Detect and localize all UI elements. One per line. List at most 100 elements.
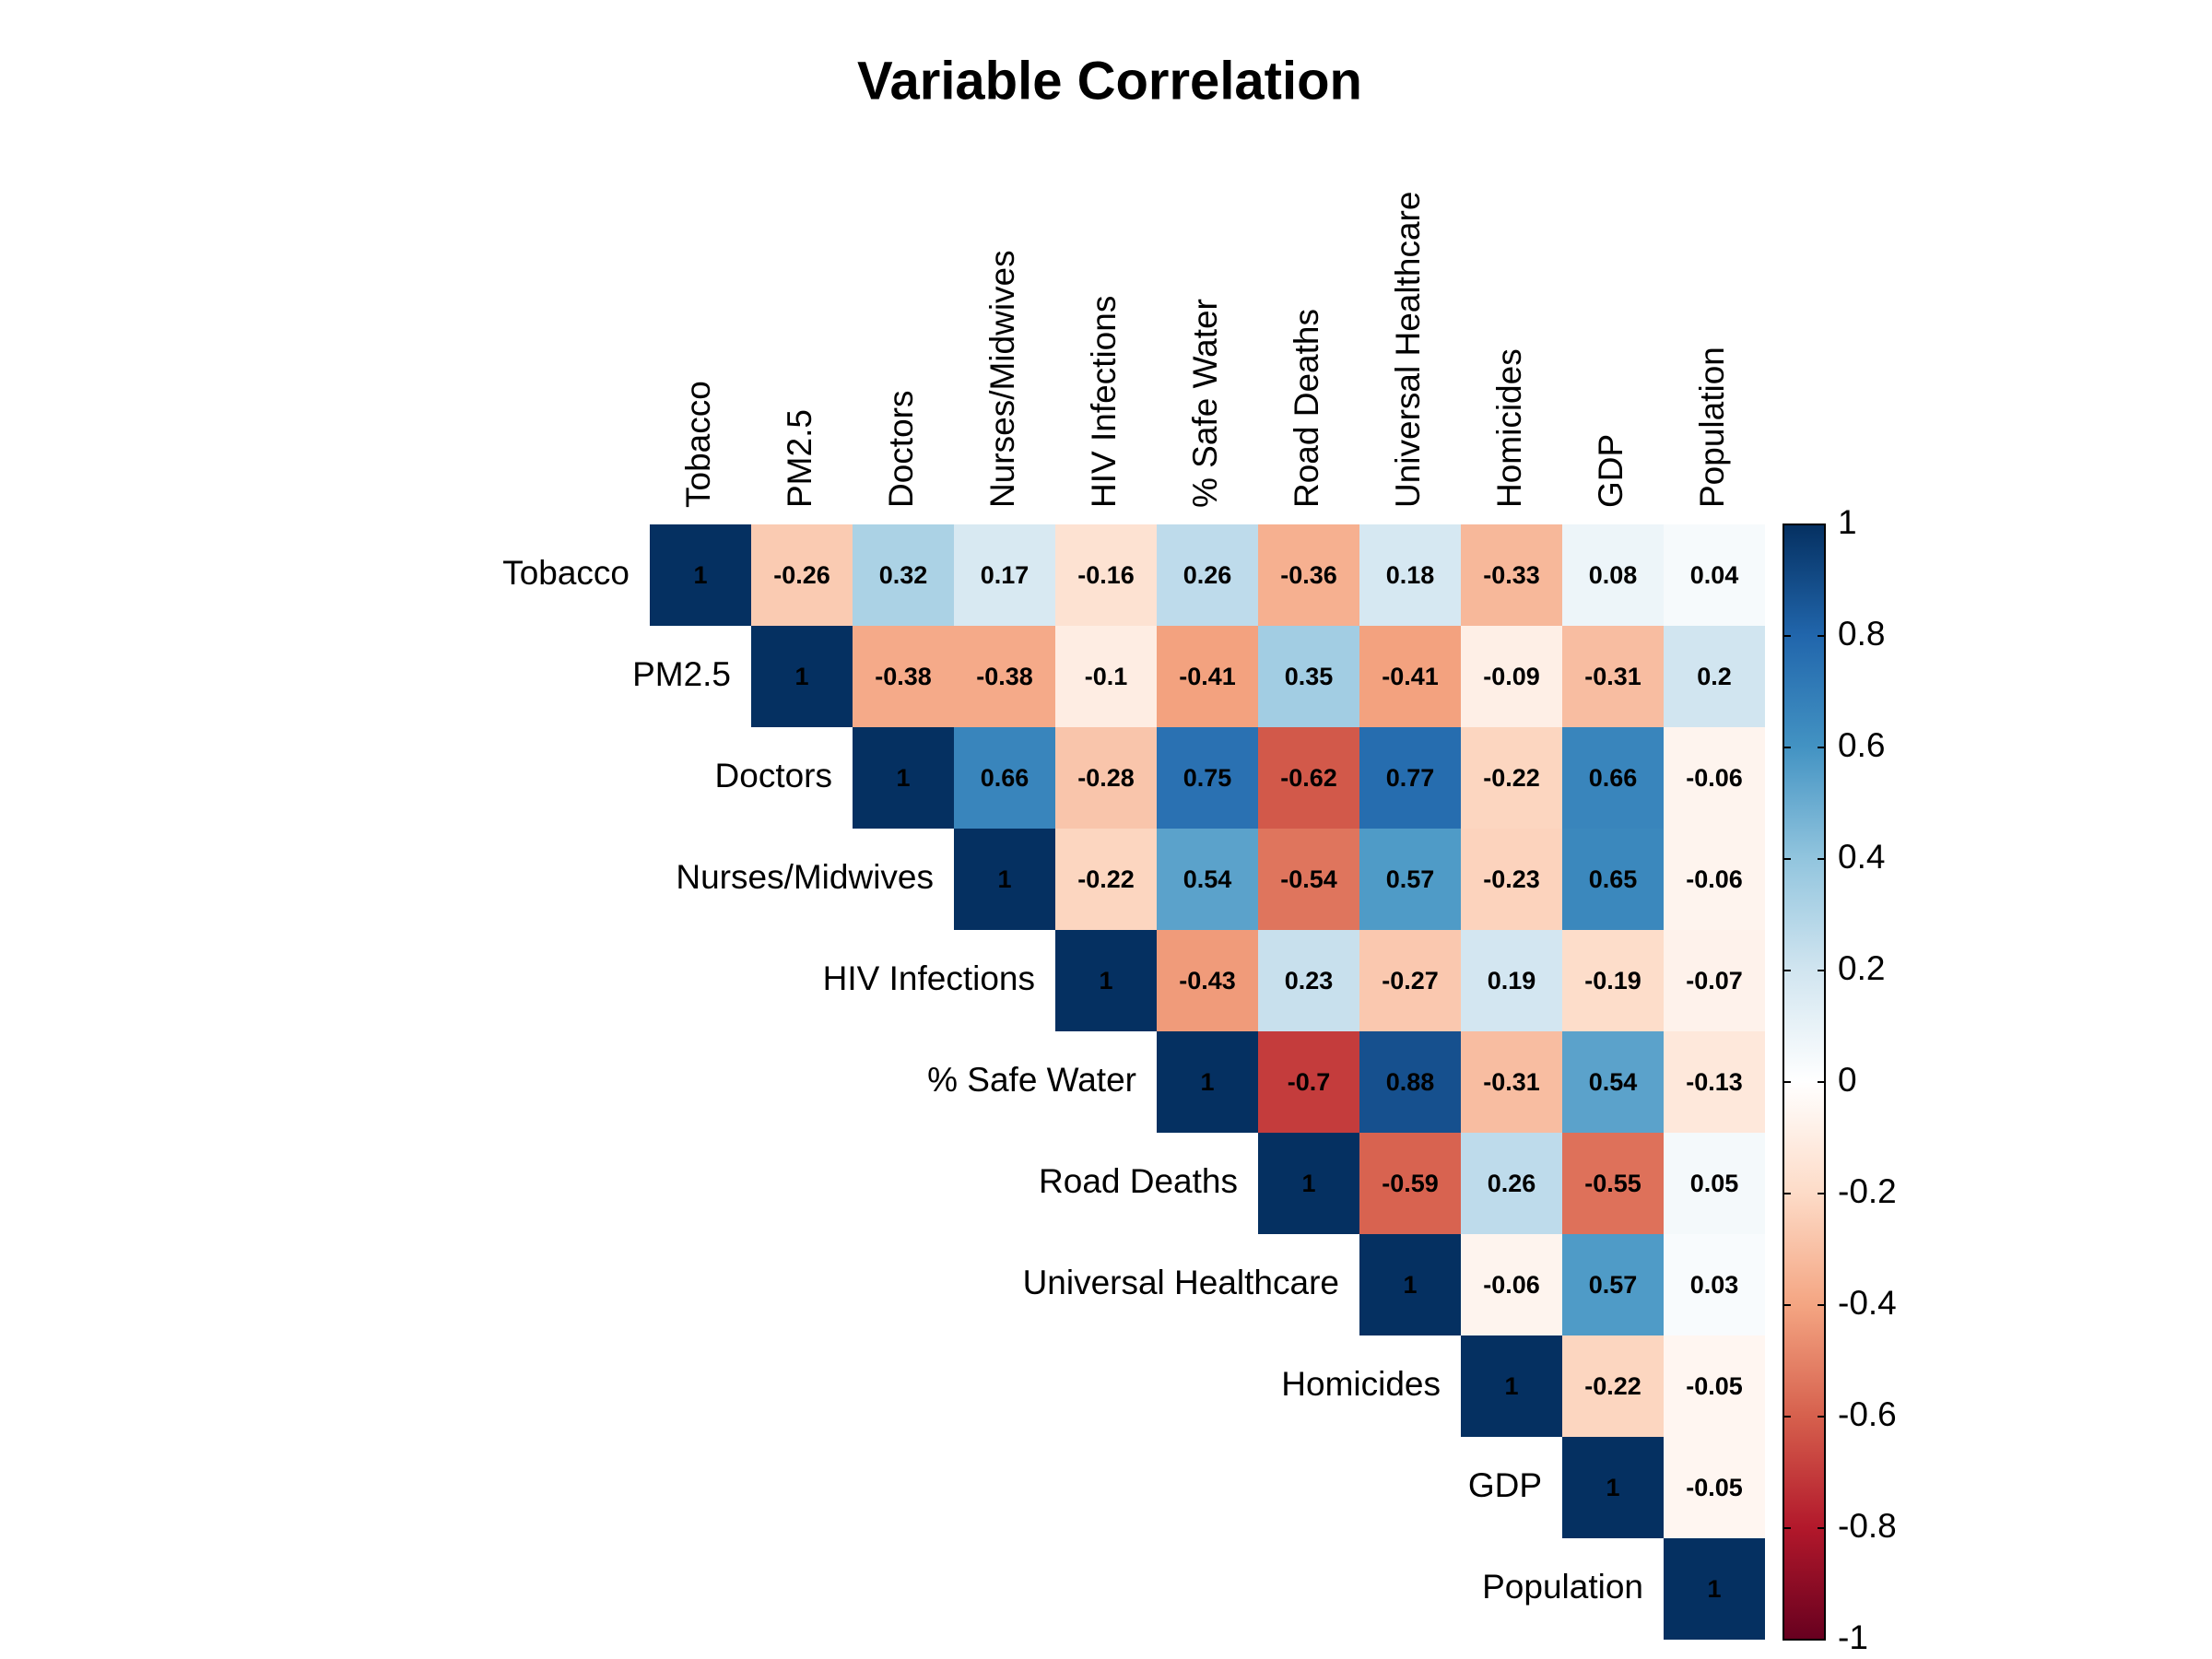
cell-label: 0.66 (1589, 764, 1638, 792)
cell (1461, 1335, 1562, 1437)
row-label: Universal Healthcare (1023, 1264, 1339, 1301)
cell (1461, 829, 1562, 930)
row-label: PM2.5 (632, 655, 731, 693)
cell (1258, 727, 1359, 829)
cell (1664, 1133, 1765, 1234)
cell-label: 0.88 (1386, 1068, 1435, 1096)
cell-label: -0.62 (1280, 764, 1337, 792)
cell (1359, 524, 1461, 626)
colorbar-tick-label: 1 (1838, 503, 1857, 541)
cell-label: 1 (896, 764, 910, 792)
cell-label: 0.26 (1183, 561, 1232, 589)
cell-label: 0.75 (1183, 764, 1232, 792)
cell-label: -0.06 (1483, 1271, 1540, 1299)
cell-label: 1 (1301, 1170, 1315, 1197)
cell-label: -0.41 (1382, 663, 1439, 690)
cell (1664, 1031, 1765, 1133)
cell-label: -0.55 (1584, 1170, 1641, 1197)
row-label: Population (1482, 1568, 1643, 1606)
cell-label: 0.77 (1386, 764, 1435, 792)
cell-label: -0.05 (1686, 1474, 1743, 1501)
cell (1157, 829, 1258, 930)
column-label: Homicides (1490, 348, 1528, 508)
cell-label: -0.43 (1179, 967, 1236, 994)
column-label: Road Deaths (1288, 309, 1325, 508)
cell-label: 1 (1403, 1271, 1417, 1299)
colorbar-tick-label: 0.8 (1838, 615, 1885, 653)
cell (1562, 524, 1664, 626)
column-label: PM2.5 (781, 409, 818, 508)
cell (1664, 1538, 1765, 1640)
cell-label: 0.23 (1285, 967, 1334, 994)
cell (751, 626, 853, 727)
cell-label: 0.57 (1589, 1271, 1638, 1299)
cell-label: 0.32 (879, 561, 928, 589)
cell-label: 1 (693, 561, 707, 589)
cell (954, 829, 1055, 930)
row-label: Road Deaths (1039, 1162, 1238, 1200)
cell (1359, 829, 1461, 930)
cell (1258, 1031, 1359, 1133)
cell-label: -0.22 (1584, 1372, 1641, 1400)
cell (1359, 1133, 1461, 1234)
column-label: HIV Infections (1085, 296, 1123, 508)
cell (1562, 1335, 1664, 1437)
row-label: Homicides (1281, 1365, 1441, 1403)
cell (1258, 524, 1359, 626)
cell (1359, 930, 1461, 1031)
cell-label: 1 (997, 865, 1011, 893)
cell (1258, 626, 1359, 727)
cell (1461, 727, 1562, 829)
cell (1055, 829, 1157, 930)
cell-label: 0.05 (1690, 1170, 1739, 1197)
cell (954, 626, 1055, 727)
cell-label: -0.31 (1584, 663, 1641, 690)
cell-label: 0.19 (1488, 967, 1536, 994)
cell (1562, 626, 1664, 727)
cell (1157, 930, 1258, 1031)
row-label: Tobacco (502, 554, 629, 592)
cell (1664, 1234, 1765, 1335)
cell (1359, 727, 1461, 829)
cell-label: -0.26 (773, 561, 830, 589)
row-label: HIV Infections (823, 959, 1035, 997)
cell-label: 0.18 (1386, 561, 1435, 589)
cell (1562, 1031, 1664, 1133)
chart-title: Variable Correlation (857, 51, 1362, 111)
cell (1562, 1133, 1664, 1234)
colorbar-tick-label: -0.6 (1838, 1395, 1897, 1433)
colorbar-tick-label: 0.6 (1838, 726, 1885, 764)
cell (1055, 930, 1157, 1031)
cell-label: -0.13 (1686, 1068, 1743, 1096)
colorbar-tick-label: 0.2 (1838, 949, 1885, 987)
cell (650, 524, 751, 626)
cell (1055, 727, 1157, 829)
cell (1359, 1031, 1461, 1133)
row-label: Nurses/Midwives (676, 858, 934, 896)
cell-label: -0.28 (1077, 764, 1135, 792)
cell (1664, 1335, 1765, 1437)
cell-label: -0.22 (1077, 865, 1135, 893)
cell (1461, 930, 1562, 1031)
column-label: Doctors (882, 391, 920, 508)
cell-label: -0.38 (976, 663, 1033, 690)
colorbar-tick-label: -0.4 (1838, 1284, 1897, 1322)
cell-label: -0.05 (1686, 1372, 1743, 1400)
cell (1157, 1031, 1258, 1133)
cell-label: -0.23 (1483, 865, 1540, 893)
cell (1461, 1031, 1562, 1133)
cell-label: 0.04 (1690, 561, 1739, 589)
cell-label: -0.06 (1686, 865, 1743, 893)
cell (1359, 626, 1461, 727)
cell-label: 0.54 (1589, 1068, 1638, 1096)
cell-label: 0.66 (981, 764, 1030, 792)
cell-label: -0.31 (1483, 1068, 1540, 1096)
column-label: Nurses/Midwives (983, 250, 1021, 508)
column-label: % Safe Water (1186, 299, 1224, 508)
cell (1258, 930, 1359, 1031)
cell-label: -0.16 (1077, 561, 1135, 589)
cell-label: -0.7 (1288, 1068, 1331, 1096)
cell-label: 0.65 (1589, 865, 1638, 893)
